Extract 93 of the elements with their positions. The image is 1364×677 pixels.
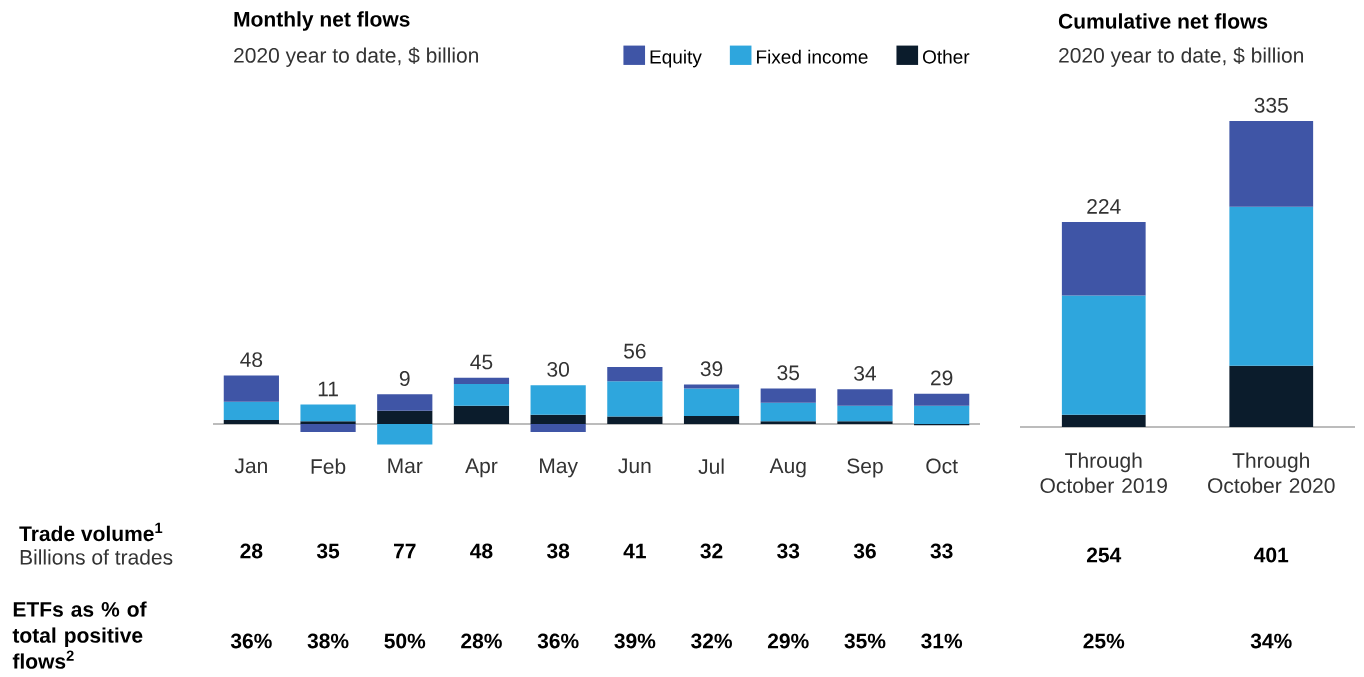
x-tick-label: Through October 2020 [1208,452,1335,494]
legend-label: Fixed income [757,49,868,64]
legend-label: Other [923,49,970,64]
chart-subtitle: 2020 year to date, $ billion [234,47,479,67]
text: 28 [240,543,263,559]
text: 254 [1086,547,1122,563]
text: 35 [316,543,340,559]
annotation: 9 [399,371,410,386]
annotation: 35 [777,365,800,381]
x-tick-label: Mar [388,458,423,474]
bar [377,410,433,424]
bar [1061,222,1146,296]
text: 36 [853,543,876,559]
bar [1229,121,1314,207]
x-tick-label: Aug [769,458,806,478]
x-tick-label: Apr [465,458,498,478]
bar [607,416,663,424]
x-tick-label: Jan [234,458,267,474]
legend-label: Equity [650,49,702,68]
annotation: 56 [624,343,646,359]
text: 401 [1254,547,1289,563]
bar [914,405,970,424]
bar [1229,206,1314,366]
bar [607,381,663,417]
text: 36% [230,633,272,649]
bar [453,405,510,424]
text: Billions of trades [20,549,173,565]
bar [223,420,279,424]
bar [453,377,510,385]
x-tick-label: May [540,458,578,478]
text: 38% [307,633,349,649]
x-tick-label: Feb [311,458,346,474]
text: 77 [394,543,416,559]
bar [530,423,586,432]
bar [1229,365,1314,427]
text: 36% [537,633,579,649]
annotation: 29 [931,370,953,386]
text: 29% [767,633,809,649]
bar [837,421,893,424]
bar [760,402,816,422]
bar [530,414,586,424]
bar [837,405,893,422]
annotation: 39 [700,361,723,377]
x-tick-label: Jul [698,458,724,474]
text: 32 [700,543,723,559]
text: 50% [384,633,426,649]
x-tick-label: Sep [847,458,883,478]
annotation: 335 [1254,97,1288,113]
bar [530,385,586,415]
text: 25% [1083,633,1125,649]
bar [223,375,279,402]
bar [683,416,740,424]
bar [300,404,356,422]
bar [1061,295,1146,415]
bar [837,389,893,406]
text: ETFs as % of total positive flows$^{2}$ [12,601,147,669]
text: Trade volume$^{1}$ [19,522,163,542]
bar [300,421,356,424]
annotation: 224 [1087,199,1121,214]
text: 35% [844,633,886,649]
chart-title: Monthly net flows [234,11,410,31]
text: 31% [921,633,963,649]
bar [377,394,433,411]
bar [760,388,816,403]
text: 33 [777,543,800,559]
annotation: 34 [854,365,876,381]
text: 39% [614,633,656,649]
bar [377,423,433,445]
bar [1061,414,1146,427]
x-tick-label: Oct [926,458,958,474]
bar [607,366,663,382]
bar [683,388,740,416]
bar [223,401,279,420]
x-tick-label: Jun [618,458,651,474]
text: 34% [1250,633,1292,649]
chart-subtitle: 2020 year to date, $ billion [1059,47,1303,67]
annotation: 11 [318,381,338,397]
bar [300,423,356,432]
x-tick-label: Through October 2019 [1040,452,1167,494]
chart-title: Cumulative net flows [1058,13,1268,29]
annotation: 45 [470,354,493,370]
text: 38 [546,543,570,559]
text: 32% [691,633,732,649]
text: 48 [470,543,493,559]
bar [760,421,816,424]
text: 33 [930,543,953,559]
bar [683,384,740,389]
text: 28% [461,633,502,649]
annotation: 30 [547,361,570,377]
text: 41 [623,543,646,559]
annotation: 48 [240,352,263,368]
bar [453,384,510,406]
bar [914,393,970,406]
